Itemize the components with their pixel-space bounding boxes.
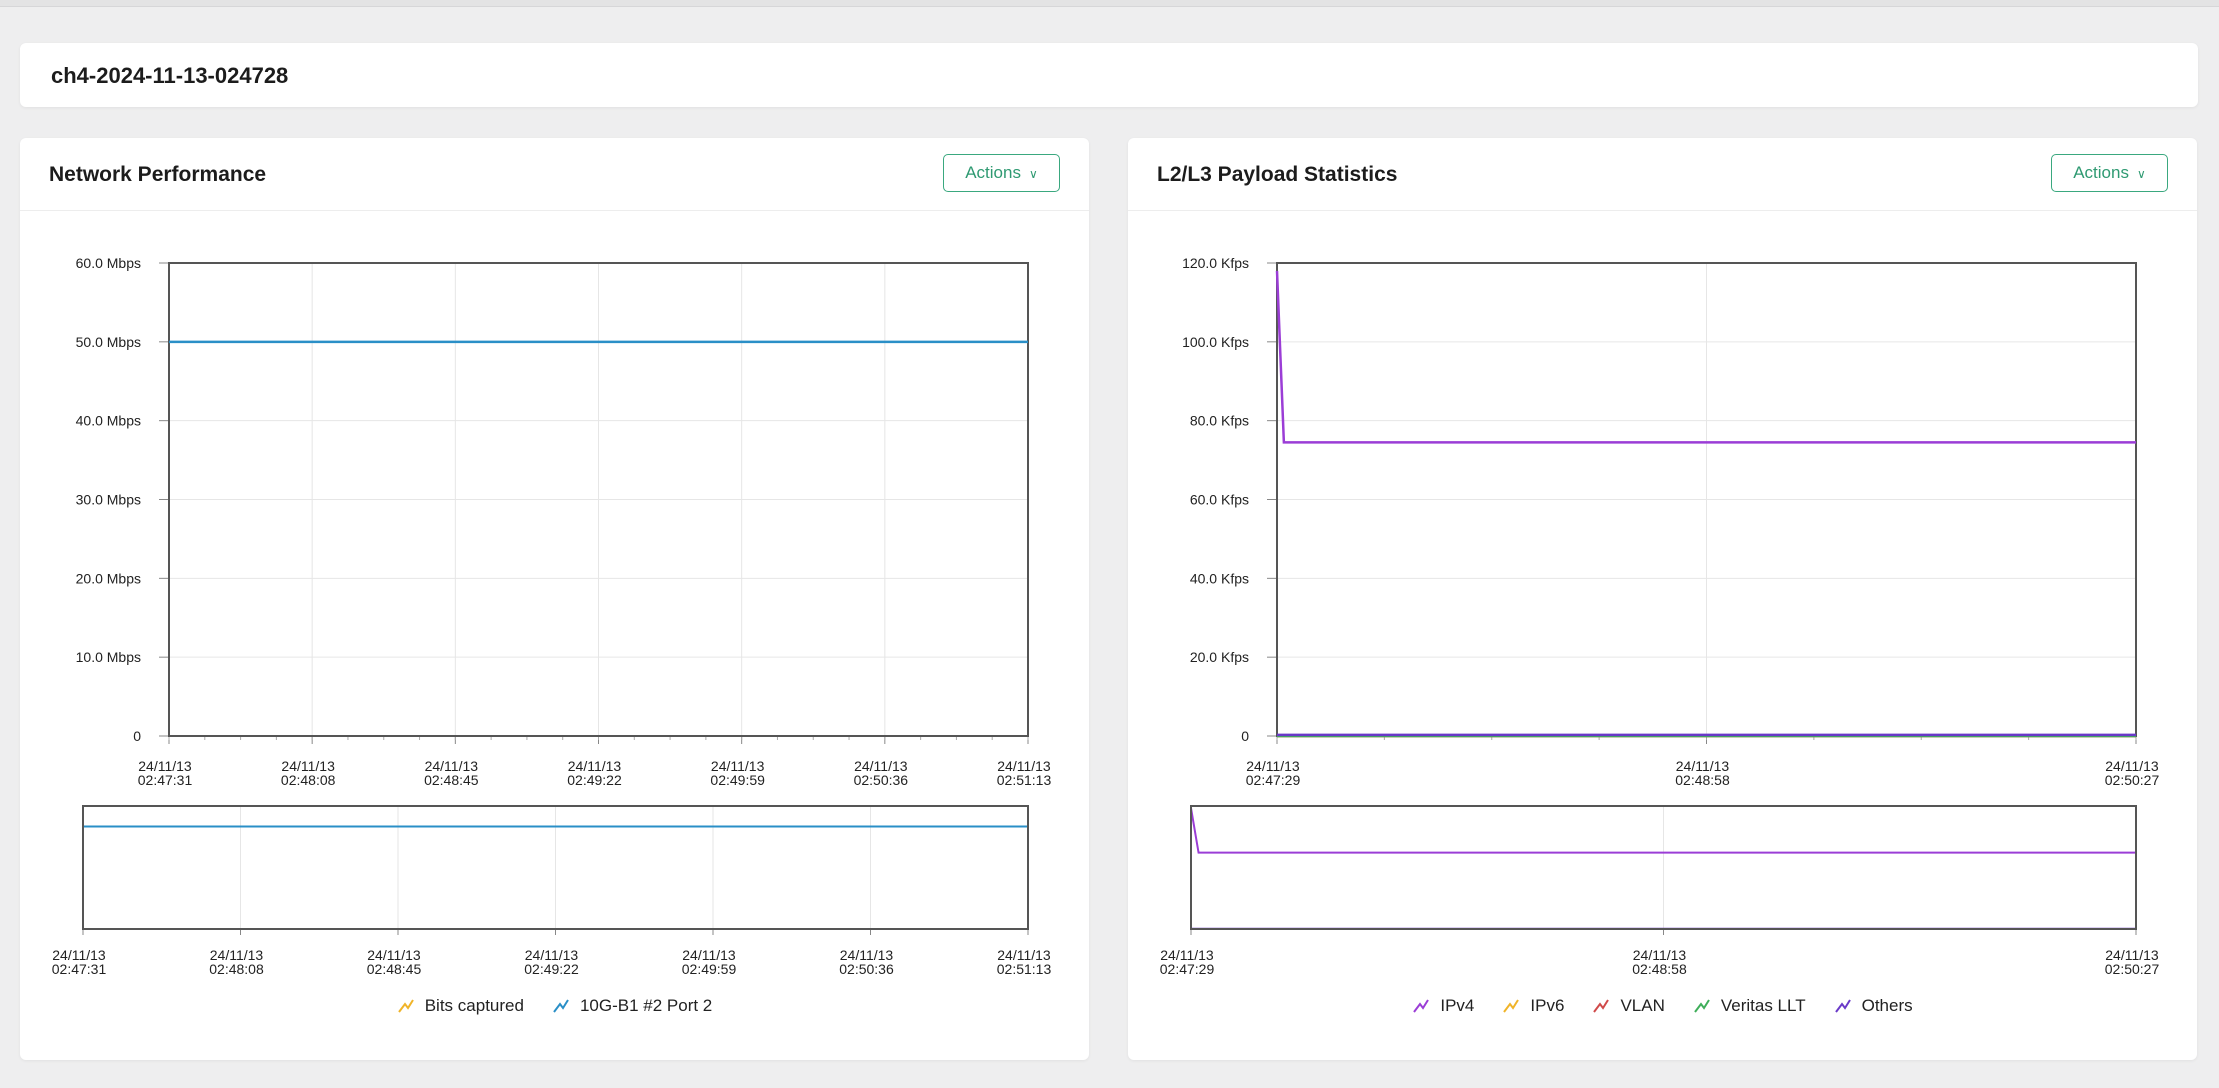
navigator-x-tick-label: 24/11/13 02:49:22 (524, 947, 579, 977)
top-bar (0, 0, 2219, 7)
panel-title: L2/L3 Payload Statistics (1157, 163, 1398, 186)
panel-header: Network Performance Actions ∨ (20, 138, 1089, 211)
navigator-x-tick-label: 24/11/13 02:47:31 (52, 947, 107, 977)
navigator-x-tick-label: 24/11/13 02:50:27 (2105, 947, 2160, 977)
chart-legend: Bits captured 10G-B1 #2 Port 2 (20, 996, 1089, 1016)
legend-label: IPv4 (1440, 996, 1475, 1015)
legend-label: Veritas LLT (1720, 996, 1806, 1015)
y-tick-label: 50.0 Mbps (76, 334, 141, 350)
legend-item-bits-captured[interactable]: Bits captured (397, 996, 524, 1016)
navigator-x-tick-label: 24/11/13 02:49:59 (682, 947, 737, 977)
l2l3-payload-panel: L2/L3 Payload Statistics Actions ∨ 0 20.0… (1128, 138, 2197, 1060)
x-tick-label: 24/11/13 02:51:13 (997, 758, 1052, 788)
navigator-x-tick-label: 24/11/13 02:47:29 (1160, 947, 1215, 977)
series-line-icon (553, 999, 569, 1013)
legend-item-ipv4[interactable]: IPv4 (1412, 996, 1474, 1016)
chevron-down-icon: ∨ (1028, 167, 1038, 181)
y-tick-label: 20.0 Kfps (1190, 649, 1249, 665)
panel-title: Network Performance (49, 163, 267, 186)
y-tick-label: 60.0 Kfps (1190, 492, 1249, 508)
y-tick-label: 40.0 Mbps (76, 413, 141, 429)
legend-item-vlan[interactable]: VLAN (1592, 996, 1665, 1016)
navigator-series-line (1190, 807, 2136, 854)
x-tick-label: 24/11/13 02:50:27 (2105, 758, 2160, 788)
legend-label: 10G-B1 #2 Port 2 (579, 996, 713, 1015)
plot-frame (168, 262, 1029, 737)
y-tick-label: 120.0 Kfps (1182, 255, 1249, 271)
navigator-x-tick-label: 24/11/13 02:48:08 (209, 947, 264, 977)
x-tick-label: 24/11/13 02:49:22 (567, 758, 622, 788)
capture-title: ch4-2024-11-13-024728 (51, 63, 289, 88)
legend-label: VLAN (1620, 996, 1665, 1015)
actions-label: Actions (965, 163, 1021, 182)
navigator-x-tick-label: 24/11/13 02:48:45 (367, 947, 422, 977)
series-line-icon (1834, 999, 1851, 1013)
y-tick-label: 10.0 Mbps (76, 649, 141, 665)
panel-header: L2/L3 Payload Statistics Actions ∨ (1128, 138, 2197, 211)
capture-title-card: ch4-2024-11-13-024728 (20, 43, 2198, 107)
series-line-icon (1593, 999, 1610, 1013)
series-line-icon (1413, 999, 1430, 1013)
y-tick-label: 40.0 Kfps (1190, 570, 1249, 586)
l2l3-payload-chart[interactable]: 0 20.0 Kfps 40.0 Kfps 60.0 Kfps 80.0 Kfps 100… (1128, 138, 2197, 988)
y-tick-label: 80.0 Kfps (1190, 413, 1249, 429)
x-tick-label: 24/11/13 02:48:58 (1675, 758, 1730, 788)
navigator-x-tick-label: 24/11/13 02:50:36 (839, 947, 894, 977)
y-tick-label: 30.0 Mbps (76, 492, 141, 508)
navigator-x-tick-label: 24/11/13 02:51:13 (997, 947, 1052, 977)
y-tick-label: 0 (133, 728, 141, 744)
network-performance-panel: Network Performance Actions ∨ 0 10.0 Mbps… (20, 138, 1089, 1060)
series-line-icon (1694, 999, 1710, 1013)
x-tick-label: 24/11/13 02:48:08 (281, 758, 336, 788)
legend-label: Others (1861, 996, 1913, 1015)
legend-label: IPv6 (1530, 996, 1565, 1015)
y-tick-label: 0 (1241, 728, 1249, 744)
navigator-frame (82, 805, 1029, 930)
legend-item-port[interactable]: 10G-B1 #2 Port 2 (552, 996, 712, 1016)
chevron-down-icon: ∨ (2136, 167, 2146, 181)
y-tick-label: 100.0 Kfps (1182, 334, 1249, 350)
legend-label: Bits captured (424, 996, 524, 1015)
x-tick-label: 24/11/13 02:49:59 (710, 758, 765, 788)
x-tick-label: 24/11/13 02:48:45 (424, 758, 479, 788)
legend-item-ipv6[interactable]: IPv6 (1502, 996, 1564, 1016)
navigator-frame (1190, 805, 2137, 930)
actions-button[interactable]: Actions ∨ (2051, 154, 2168, 192)
actions-button[interactable]: Actions ∨ (943, 154, 1060, 192)
series-line-icon (397, 999, 414, 1013)
y-tick-label: 20.0 Mbps (76, 570, 141, 586)
x-tick-label: 24/11/13 02:47:29 (1246, 758, 1301, 788)
x-tick-label: 24/11/13 02:47:31 (138, 758, 193, 788)
legend-item-veritas-llt[interactable]: Veritas LLT (1693, 996, 1806, 1016)
actions-label: Actions (2073, 163, 2129, 182)
navigator-x-tick-label: 24/11/13 02:48:58 (1632, 947, 1687, 977)
y-tick-label: 60.0 Mbps (76, 255, 141, 271)
series-line-icon (1503, 999, 1520, 1013)
network-performance-chart[interactable]: 0 10.0 Mbps 20.0 Mbps 30.0 Mbps 40.0 Mbps 50.… (20, 138, 1089, 988)
series-line (1275, 270, 2136, 444)
x-tick-label: 24/11/13 02:50:36 (854, 758, 909, 788)
legend-item-others[interactable]: Others (1834, 996, 1913, 1016)
chart-legend: IPv4 IPv6 VLAN Veritas LLT Others (1128, 996, 2197, 1016)
